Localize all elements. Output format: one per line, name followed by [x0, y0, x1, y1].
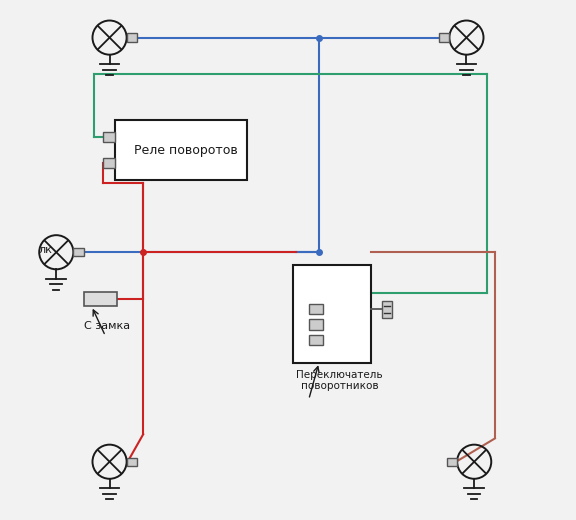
Bar — [439, 33, 449, 42]
Bar — [103, 158, 115, 168]
Bar — [293, 265, 371, 363]
Text: лк: лк — [38, 244, 52, 255]
Bar — [309, 319, 323, 330]
Bar — [309, 304, 323, 314]
Text: Переключатель
поворотников: Переключатель поворотников — [297, 370, 383, 391]
Text: Реле поворотов: Реле поворотов — [134, 144, 238, 157]
Text: С замка: С замка — [84, 320, 130, 331]
Bar — [73, 248, 84, 256]
Bar — [309, 335, 323, 345]
Bar — [382, 301, 392, 318]
Bar — [115, 120, 247, 180]
Bar — [127, 33, 137, 42]
Bar — [103, 132, 115, 142]
Bar — [447, 458, 457, 466]
Bar — [84, 292, 118, 306]
Bar — [127, 458, 137, 466]
